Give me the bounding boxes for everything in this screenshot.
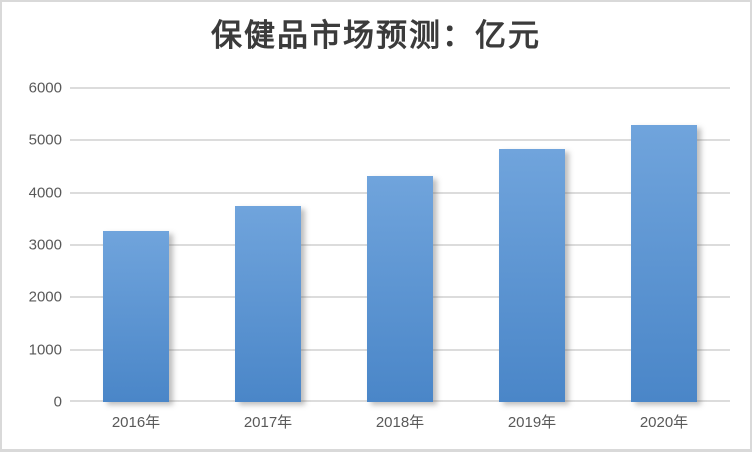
gridline-5000 — [70, 139, 730, 142]
y-tick-label: 2000 — [28, 288, 62, 306]
bar-2017年 — [235, 206, 301, 402]
bar-2018年 — [367, 176, 433, 402]
x-tick-label: 2020年 — [639, 414, 689, 431]
x-tick-label: 2016年 — [111, 414, 161, 431]
plot-area — [70, 87, 730, 402]
x-tick-label: 2017年 — [243, 414, 293, 431]
y-tick-label: 5000 — [28, 131, 62, 149]
y-tick-label: 1000 — [28, 341, 62, 359]
x-tick-label: 2019年 — [507, 414, 557, 431]
bar-2016年 — [103, 231, 169, 402]
bar-2019年 — [499, 148, 565, 402]
gridline-6000 — [70, 87, 730, 89]
y-tick-label: 3000 — [28, 236, 62, 254]
y-tick-label: 4000 — [28, 184, 62, 202]
chart-title: 保健品市场预测：亿元 — [211, 18, 541, 54]
x-tick-label: 2018年 — [375, 414, 425, 431]
bar-2020年 — [631, 125, 697, 402]
y-tick-label: 6000 — [28, 79, 62, 97]
y-tick-label: 0 — [53, 393, 62, 411]
